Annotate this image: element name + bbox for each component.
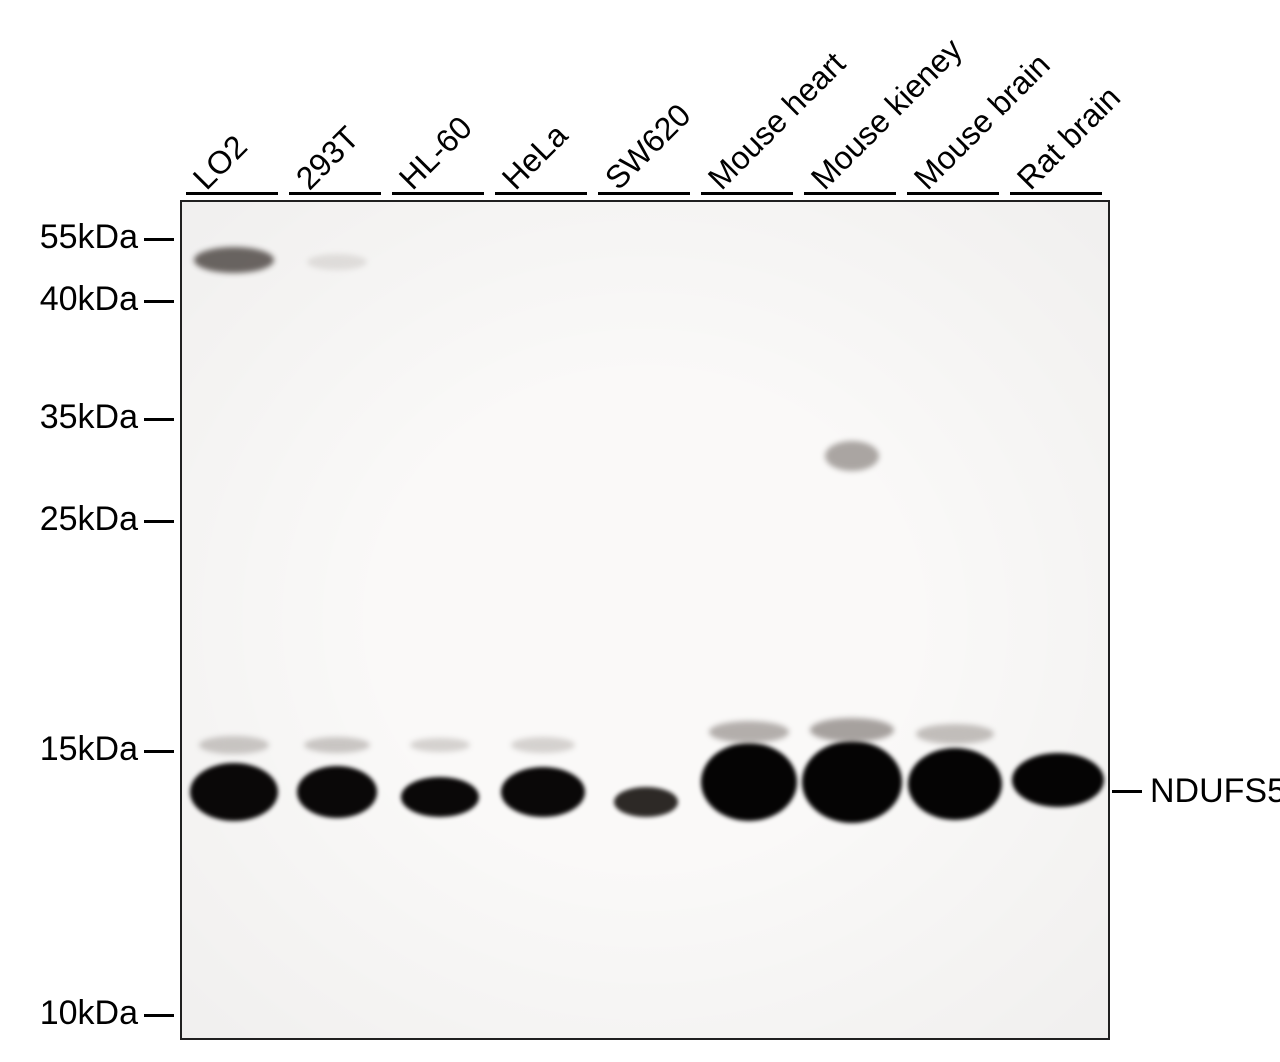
- blot-band: [701, 743, 797, 821]
- blot-vignette: [182, 202, 1108, 1038]
- mw-tick: [144, 238, 174, 241]
- blot-band: [297, 766, 377, 818]
- blot-band-faint: [810, 718, 894, 742]
- mw-tick: [144, 520, 174, 523]
- mw-tick: [144, 750, 174, 753]
- blot-band-faint: [410, 738, 470, 752]
- blot-band-faint: [825, 441, 879, 471]
- blot-band: [501, 767, 585, 817]
- lane-underline: [392, 192, 484, 195]
- lane-underline: [701, 192, 793, 195]
- blot-band-faint: [511, 737, 575, 753]
- blot-band: [614, 787, 678, 817]
- blot-band: [401, 777, 479, 817]
- lane-underline: [907, 192, 999, 195]
- target-label: NDUFS5: [1150, 772, 1280, 811]
- blot-band-faint: [199, 736, 269, 754]
- blot-band: [1012, 753, 1104, 807]
- blot-band: [190, 763, 278, 821]
- mw-label: 10kDa: [10, 994, 138, 1033]
- blot-band-faint: [304, 737, 370, 753]
- lane-label: 293T: [289, 119, 367, 197]
- mw-tick: [144, 300, 174, 303]
- blot-band-faint: [916, 724, 994, 744]
- mw-tick: [144, 1014, 174, 1017]
- blot-band-faint: [709, 721, 789, 743]
- blot-band: [908, 748, 1002, 820]
- lane-underline: [289, 192, 381, 195]
- lane-underline: [598, 192, 690, 195]
- lane-underline: [495, 192, 587, 195]
- blot-membrane: [180, 200, 1110, 1040]
- lane-underline: [1010, 192, 1102, 195]
- lane-label: LO2: [186, 128, 255, 197]
- mw-label: 25kDa: [10, 500, 138, 539]
- blot-band-faint: [194, 247, 274, 273]
- blot-band: [802, 741, 902, 823]
- lane-underline: [804, 192, 896, 195]
- lane-label: HL-60: [392, 109, 480, 197]
- mw-label: 55kDa: [10, 218, 138, 257]
- mw-label: 15kDa: [10, 730, 138, 769]
- lane-underline: [186, 192, 278, 195]
- blot-band-faint: [307, 254, 367, 270]
- mw-tick: [144, 418, 174, 421]
- mw-label: 40kDa: [10, 280, 138, 319]
- lane-label: HeLa: [495, 117, 575, 197]
- western-blot-figure: 55kDa 40kDa 35kDa 25kDa 15kDa 10kDa LO2 293T HL…: [0, 0, 1280, 1062]
- target-tick: [1112, 790, 1142, 793]
- lane-label: SW620: [598, 97, 698, 197]
- mw-label: 35kDa: [10, 398, 138, 437]
